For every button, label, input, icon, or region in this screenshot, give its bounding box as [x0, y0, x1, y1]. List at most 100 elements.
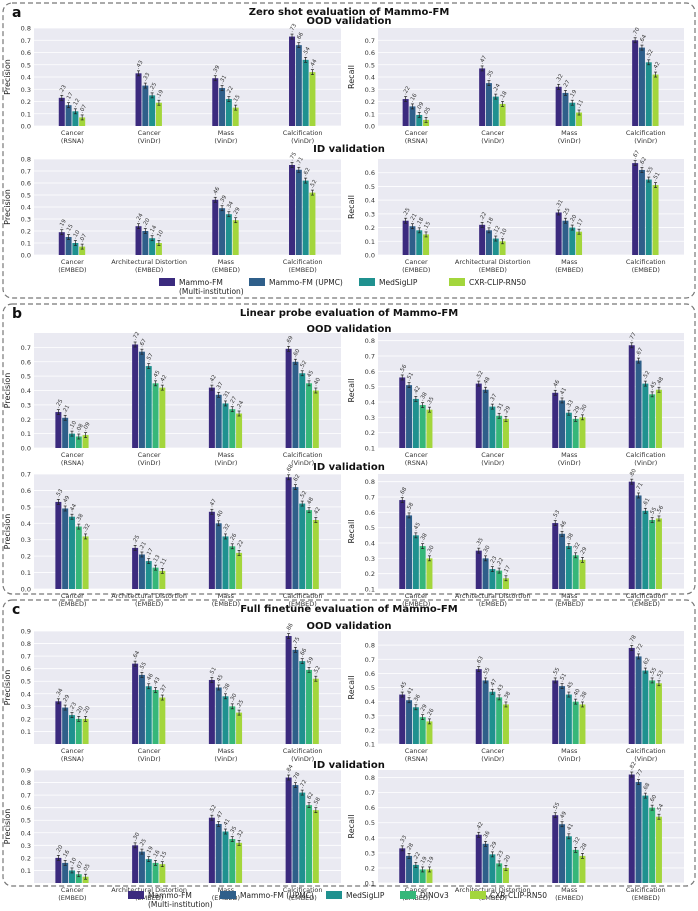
legend-swatch — [359, 278, 375, 286]
bar — [502, 704, 509, 744]
x-tick-label: (EMBED) — [58, 266, 86, 274]
bar — [212, 199, 219, 255]
y-tick-label: 0.4 — [21, 829, 31, 837]
bar — [135, 226, 142, 255]
bar — [645, 62, 652, 126]
bar — [399, 848, 406, 883]
bar — [135, 73, 142, 126]
data-label: .25 — [562, 207, 572, 218]
bar — [496, 415, 503, 448]
y-tick-label: 0.0 — [21, 252, 31, 260]
chart-b-ood-recall: 0.10.20.30.40.50.60.70.8RecallCancer(RSN… — [347, 331, 684, 467]
data-label: .23 — [496, 849, 506, 860]
y-tick-label: 0.7 — [21, 344, 31, 352]
x-tick-label: (VinDr) — [291, 755, 314, 763]
data-label: .30 — [229, 692, 239, 703]
data-label: .22 — [496, 557, 506, 568]
data-label: .22 — [412, 851, 422, 862]
y-tick-label: 0.3 — [21, 842, 31, 850]
y-tick-label: 0.8 — [21, 640, 31, 648]
data-label: .30 — [482, 544, 492, 555]
legend-label: CXR-CLIP-RN50 — [490, 891, 547, 900]
bar — [482, 558, 489, 589]
data-label: .55 — [649, 506, 659, 517]
y-tick-label: 0.4 — [365, 74, 375, 82]
x-tick-label: (VinDr) — [138, 459, 161, 467]
x-tick-label: (EMBED) — [402, 894, 430, 902]
bar — [552, 523, 559, 589]
x-tick-label: Calcification — [626, 592, 666, 600]
x-tick-label: Cancer — [138, 129, 161, 137]
x-tick-label: Mass — [561, 129, 578, 137]
y-tick-label: 0.7 — [21, 792, 31, 800]
data-label: .66 — [299, 647, 309, 658]
y-tick-label: 0.4 — [21, 204, 31, 212]
data-label: .77 — [635, 768, 645, 779]
y-tick-label: 0.5 — [365, 383, 375, 391]
data-label: .31 — [219, 74, 229, 85]
data-label: .42 — [208, 374, 218, 385]
data-label: .44 — [309, 58, 319, 69]
x-tick-label: Cancer — [481, 129, 504, 137]
data-label: .43 — [152, 676, 162, 687]
data-label: .32 — [572, 836, 582, 847]
chart-b-id-recall: 0.10.20.30.40.50.60.70.8RecallCancer(EMB… — [347, 468, 684, 608]
bar — [552, 680, 559, 744]
bar — [642, 795, 649, 883]
y-tick-label: 0.4 — [365, 197, 375, 205]
y-tick-label: 0.8 — [21, 779, 31, 787]
bar — [232, 107, 239, 126]
data-label: .38 — [565, 532, 575, 543]
y-tick-label: 0.9 — [21, 628, 31, 636]
bar — [55, 412, 62, 448]
x-tick-label: (EMBED) — [479, 266, 507, 274]
data-label: .36 — [482, 830, 492, 841]
data-label: .25 — [132, 534, 142, 545]
data-label: .19 — [569, 89, 579, 100]
data-label: .26 — [426, 707, 436, 718]
bar — [75, 526, 82, 589]
bar — [132, 663, 139, 744]
y-tick-label: 0.8 — [365, 774, 375, 782]
bar — [406, 855, 413, 883]
section-title-id: ID validation — [313, 760, 385, 771]
x-tick-label: (VinDr) — [481, 755, 504, 763]
legend-panel-c: Mammo-FM(Multi-institution) Mammo-FM (UPM… — [128, 891, 547, 909]
y-tick-label: 0.6 — [21, 665, 31, 673]
data-label: .51 — [652, 171, 662, 182]
data-label: .86 — [285, 622, 295, 633]
x-tick-label: Cancer — [61, 451, 84, 459]
bar — [312, 810, 319, 883]
x-tick-label: (EMBED) — [135, 600, 163, 608]
data-label: .12 — [492, 225, 502, 236]
data-label: .15 — [65, 223, 75, 234]
bar — [565, 412, 572, 448]
bar — [419, 717, 426, 744]
data-label: .32 — [236, 829, 246, 840]
bar — [295, 45, 302, 126]
bar — [579, 704, 586, 744]
x-tick-label: (EMBED) — [632, 600, 660, 608]
y-tick-label: 0.3 — [365, 712, 375, 720]
y-axis-label: Recall — [347, 520, 356, 544]
bar — [502, 418, 509, 448]
bar — [628, 481, 635, 589]
x-tick-label: (EMBED) — [58, 600, 86, 608]
y-tick-label: 0.0 — [21, 123, 31, 131]
bar — [628, 345, 635, 448]
x-tick-label: Calcification — [626, 747, 666, 755]
data-label: .46 — [145, 672, 155, 683]
data-label: .40 — [572, 688, 582, 699]
x-tick-label: Calcification — [626, 451, 666, 459]
bar — [215, 823, 222, 883]
y-tick-label: 0.3 — [365, 210, 375, 218]
bar — [309, 72, 316, 126]
data-label: .68 — [399, 486, 409, 497]
bar — [215, 394, 222, 448]
bar — [229, 706, 236, 744]
y-tick-label: 0.6 — [365, 169, 375, 177]
y-tick-label: 0.2 — [21, 228, 31, 236]
bar — [562, 92, 569, 126]
legend-label: Mammo-FM — [148, 891, 192, 900]
data-label: .41 — [565, 823, 575, 834]
